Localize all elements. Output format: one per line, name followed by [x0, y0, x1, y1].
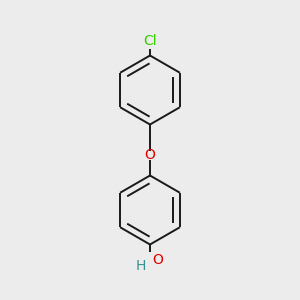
- Text: O: O: [145, 148, 155, 162]
- Text: O: O: [152, 254, 163, 268]
- Text: Cl: Cl: [143, 34, 157, 48]
- Text: H: H: [135, 259, 146, 273]
